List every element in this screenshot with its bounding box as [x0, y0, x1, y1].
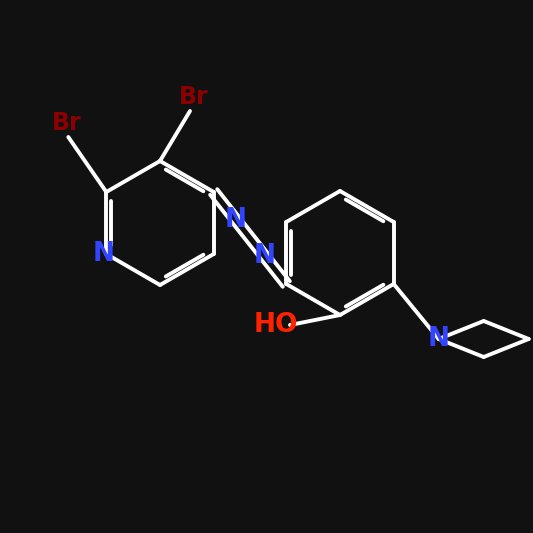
Text: Br: Br — [52, 111, 81, 135]
Text: N: N — [224, 207, 246, 232]
Text: HO: HO — [254, 312, 298, 338]
Text: N: N — [254, 244, 276, 269]
Text: N: N — [427, 326, 450, 352]
Text: N: N — [92, 241, 114, 267]
Text: Br: Br — [179, 85, 209, 109]
